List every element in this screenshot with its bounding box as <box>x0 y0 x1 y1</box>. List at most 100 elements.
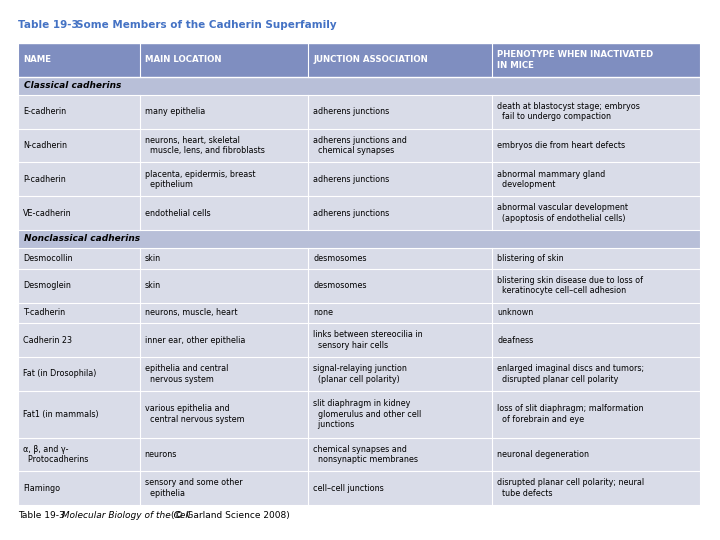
Text: none: none <box>313 308 333 318</box>
Bar <box>18 43 140 77</box>
Text: adherens junctions: adherens junctions <box>313 107 390 116</box>
Bar <box>140 471 308 505</box>
Bar <box>18 471 140 505</box>
Text: adherens junctions: adherens junctions <box>313 175 390 184</box>
Text: desmosomes: desmosomes <box>313 254 366 263</box>
Bar <box>18 437 140 471</box>
Bar <box>140 323 308 357</box>
Text: Desmoglein: Desmoglein <box>23 281 71 290</box>
Text: enlarged imaginal discs and tumors;
  disrupted planar cell polarity: enlarged imaginal discs and tumors; disr… <box>498 364 644 383</box>
Bar <box>18 248 140 269</box>
Text: Some Members of the Cadherin Superfamily: Some Members of the Cadherin Superfamily <box>76 20 337 30</box>
Text: deafness: deafness <box>498 336 534 345</box>
Bar <box>308 269 492 302</box>
Bar <box>308 391 492 437</box>
Text: NAME: NAME <box>23 56 51 64</box>
Text: Classical cadherins: Classical cadherins <box>24 82 122 90</box>
Text: blistering of skin: blistering of skin <box>498 254 564 263</box>
Bar <box>492 163 700 196</box>
Text: N-cadherin: N-cadherin <box>23 141 67 150</box>
Bar <box>18 196 140 230</box>
Bar <box>308 196 492 230</box>
Text: VE-cadherin: VE-cadherin <box>23 208 71 218</box>
Bar <box>140 196 308 230</box>
Bar <box>140 43 308 77</box>
Text: epithelia and central
  nervous system: epithelia and central nervous system <box>145 364 228 383</box>
Text: Fat1 (in mammals): Fat1 (in mammals) <box>23 410 99 418</box>
Bar <box>308 471 492 505</box>
Bar <box>18 77 700 95</box>
Text: disrupted planar cell polarity; neural
  tube defects: disrupted planar cell polarity; neural t… <box>498 478 644 498</box>
Text: desmosomes: desmosomes <box>313 281 366 290</box>
Bar <box>492 196 700 230</box>
Bar <box>140 95 308 129</box>
Text: cell–cell junctions: cell–cell junctions <box>313 484 384 492</box>
Text: many epithelia: many epithelia <box>145 107 204 116</box>
Bar <box>492 391 700 437</box>
Text: chemical synapses and
  nonsynaptic membranes: chemical synapses and nonsynaptic membra… <box>313 444 418 464</box>
Text: placenta, epidermis, breast
  epithelium: placenta, epidermis, breast epithelium <box>145 170 255 189</box>
Bar <box>18 230 700 248</box>
Text: JUNCTION ASSOCIATION: JUNCTION ASSOCIATION <box>313 56 428 64</box>
Text: abnormal vascular development
  (apoptosis of endothelial cells): abnormal vascular development (apoptosis… <box>498 203 629 222</box>
Text: Desmocollin: Desmocollin <box>23 254 73 263</box>
Bar <box>308 248 492 269</box>
Bar <box>492 323 700 357</box>
Text: Table 19-3: Table 19-3 <box>18 20 82 30</box>
Text: inner ear, other epithelia: inner ear, other epithelia <box>145 336 245 345</box>
Text: adherens junctions: adherens junctions <box>313 208 390 218</box>
Bar <box>140 163 308 196</box>
Bar <box>308 357 492 391</box>
Text: T-cadherin: T-cadherin <box>23 308 65 318</box>
Text: Molecular Biology of the Cell: Molecular Biology of the Cell <box>56 511 190 520</box>
Bar <box>18 302 140 323</box>
Text: skin: skin <box>145 254 161 263</box>
Text: various epithelia and
  central nervous system: various epithelia and central nervous sy… <box>145 404 244 424</box>
Text: death at blastocyst stage; embryos
  fail to undergo compaction: death at blastocyst stage; embryos fail … <box>498 102 640 122</box>
Bar <box>140 248 308 269</box>
Bar <box>492 269 700 302</box>
Bar <box>308 163 492 196</box>
Bar <box>18 357 140 391</box>
Bar <box>308 302 492 323</box>
Bar <box>492 471 700 505</box>
Text: neuronal degeneration: neuronal degeneration <box>498 450 589 459</box>
Text: sensory and some other
  epithelia: sensory and some other epithelia <box>145 478 242 498</box>
Bar <box>140 269 308 302</box>
Text: links between stereocilia in
  sensory hair cells: links between stereocilia in sensory hai… <box>313 330 423 350</box>
Bar <box>308 95 492 129</box>
Bar <box>492 95 700 129</box>
Bar <box>140 357 308 391</box>
Bar <box>492 248 700 269</box>
Bar <box>492 357 700 391</box>
Text: PHENOTYPE WHEN INACTIVATED
IN MICE: PHENOTYPE WHEN INACTIVATED IN MICE <box>498 50 654 70</box>
Text: neurons, heart, skeletal
  muscle, lens, and fibroblasts: neurons, heart, skeletal muscle, lens, a… <box>145 136 264 155</box>
Bar <box>308 323 492 357</box>
Bar <box>140 437 308 471</box>
Text: E-cadherin: E-cadherin <box>23 107 66 116</box>
Bar <box>18 95 140 129</box>
Bar <box>18 129 140 163</box>
Text: abnormal mammary gland
  development: abnormal mammary gland development <box>498 170 606 189</box>
Bar <box>18 163 140 196</box>
Text: loss of slit diaphragm; malformation
  of forebrain and eye: loss of slit diaphragm; malformation of … <box>498 404 644 424</box>
Bar <box>308 43 492 77</box>
Text: MAIN LOCATION: MAIN LOCATION <box>145 56 221 64</box>
Bar <box>492 437 700 471</box>
Text: Flamingo: Flamingo <box>23 484 60 492</box>
Bar <box>140 129 308 163</box>
Bar <box>308 437 492 471</box>
Bar <box>492 43 700 77</box>
Text: skin: skin <box>145 281 161 290</box>
Bar <box>18 269 140 302</box>
Text: unknown: unknown <box>498 308 534 318</box>
Text: signal-relaying junction
  (planar cell polarity): signal-relaying junction (planar cell po… <box>313 364 407 383</box>
Bar <box>140 391 308 437</box>
Text: neurons, muscle, heart: neurons, muscle, heart <box>145 308 237 318</box>
Bar <box>18 323 140 357</box>
Text: P-cadherin: P-cadherin <box>23 175 66 184</box>
Text: Cadherin 23: Cadherin 23 <box>23 336 72 345</box>
Bar <box>492 129 700 163</box>
Bar <box>18 391 140 437</box>
Bar <box>492 302 700 323</box>
